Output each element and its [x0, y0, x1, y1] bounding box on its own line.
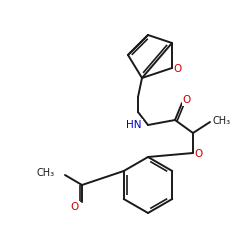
Text: O: O [194, 149, 202, 159]
Text: O: O [182, 95, 190, 105]
Text: HN: HN [126, 120, 142, 130]
Text: O: O [173, 64, 182, 74]
Text: CH₃: CH₃ [37, 168, 55, 178]
Text: CH₃: CH₃ [212, 116, 230, 126]
Text: O: O [70, 202, 79, 212]
